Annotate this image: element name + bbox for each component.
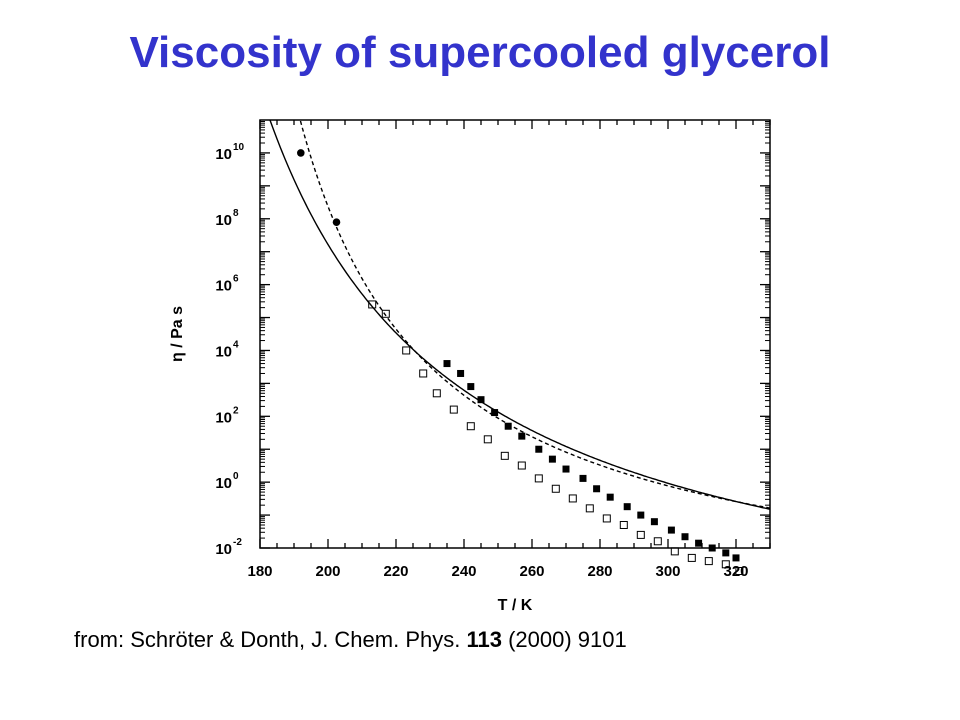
x-tick-label: 300 [655, 563, 680, 580]
y-tick-exponent: 10 [233, 142, 245, 153]
y-tick-exponent: 0 [233, 471, 239, 482]
data-point-open-square [368, 300, 377, 309]
data-point-open-square [585, 504, 594, 513]
data-point-open-square [432, 389, 441, 398]
citation: from: Schröter & Donth, J. Chem. Phys. 1… [74, 627, 627, 653]
data-point-open-square [466, 422, 475, 431]
data-point-filled-square [637, 511, 645, 519]
data-point-open-square [517, 461, 526, 470]
x-tick-label: 200 [315, 563, 340, 580]
x-tick-label: 220 [383, 563, 408, 580]
data-point-filled-square [477, 396, 485, 404]
data-point-open-square [670, 547, 679, 556]
x-tick-label: 260 [519, 563, 544, 580]
citation-suffix: (2000) 9101 [501, 627, 627, 652]
x-tick-label: 180 [247, 563, 272, 580]
data-point-open-square [551, 484, 560, 493]
slide-title: Viscosity of supercooled glycerol [129, 28, 831, 77]
y-tick-label: 10 [215, 541, 232, 558]
data-point-filled-square [548, 455, 556, 463]
data-point-open-square [735, 567, 744, 576]
data-point-filled-square [467, 383, 475, 391]
data-point-open-square [619, 520, 628, 529]
dashed-fit-curve [299, 120, 770, 509]
citation-prefix: from: Schröter & Donth, J. Chem. Phys. [74, 627, 467, 652]
x-axis-label: T / K [498, 597, 533, 614]
data-point-filled-square [606, 493, 614, 501]
data-point-filled-square [708, 544, 716, 552]
data-point-filled-circle [297, 149, 305, 157]
data-point-filled-square [681, 533, 689, 541]
data-point-filled-square [443, 360, 451, 368]
data-point-open-square [636, 530, 645, 539]
data-point-open-square [483, 435, 492, 444]
y-tick-label: 10 [215, 475, 232, 492]
data-point-filled-square [579, 474, 587, 482]
x-tick-label: 240 [451, 563, 476, 580]
data-point-filled-square [535, 445, 543, 453]
y-tick-exponent: -2 [233, 537, 242, 548]
data-point-open-square [449, 405, 458, 414]
y-tick-label: 10 [215, 343, 232, 360]
data-point-open-square [568, 494, 577, 503]
y-tick-exponent: 2 [233, 405, 239, 416]
data-point-filled-square [457, 369, 465, 377]
data-point-filled-square [623, 503, 631, 511]
data-point-filled-square [695, 539, 703, 547]
data-point-open-square [602, 514, 611, 523]
data-point-filled-square [593, 485, 601, 493]
data-point-open-square [721, 560, 730, 569]
data-point-open-square [534, 474, 543, 483]
y-tick-exponent: 8 [233, 208, 239, 219]
y-tick-label: 10 [215, 146, 232, 163]
data-point-open-square [687, 553, 696, 562]
data-point-filled-square [732, 554, 740, 562]
y-tick-exponent: 6 [233, 274, 239, 285]
data-point-open-square [500, 451, 509, 460]
citation-volume: 113 [466, 627, 502, 652]
data-point-filled-square [650, 518, 658, 526]
y-tick-label: 10 [215, 212, 232, 229]
data-point-filled-square [518, 432, 526, 440]
data-point-filled-square [504, 422, 512, 430]
data-point-open-square [704, 557, 713, 566]
data-point-open-square [402, 346, 411, 355]
data-point-open-square [653, 537, 662, 546]
data-point-open-square [419, 369, 428, 378]
data-point-filled-square [562, 465, 570, 473]
y-axis-label: η / Pa s [169, 306, 186, 362]
plot-frame [259, 119, 771, 549]
solid-fit-curve [269, 120, 770, 510]
y-tick-label: 10 [215, 409, 232, 426]
data-point-filled-circle [332, 218, 341, 226]
x-tick-label: 280 [587, 563, 612, 580]
y-tick-exponent: 4 [233, 339, 239, 350]
y-tick-label: 10 [215, 278, 232, 295]
data-point-filled-square [491, 409, 499, 417]
data-point-filled-square [722, 549, 730, 557]
data-point-open-square [381, 309, 390, 318]
data-point-filled-square [667, 526, 675, 534]
